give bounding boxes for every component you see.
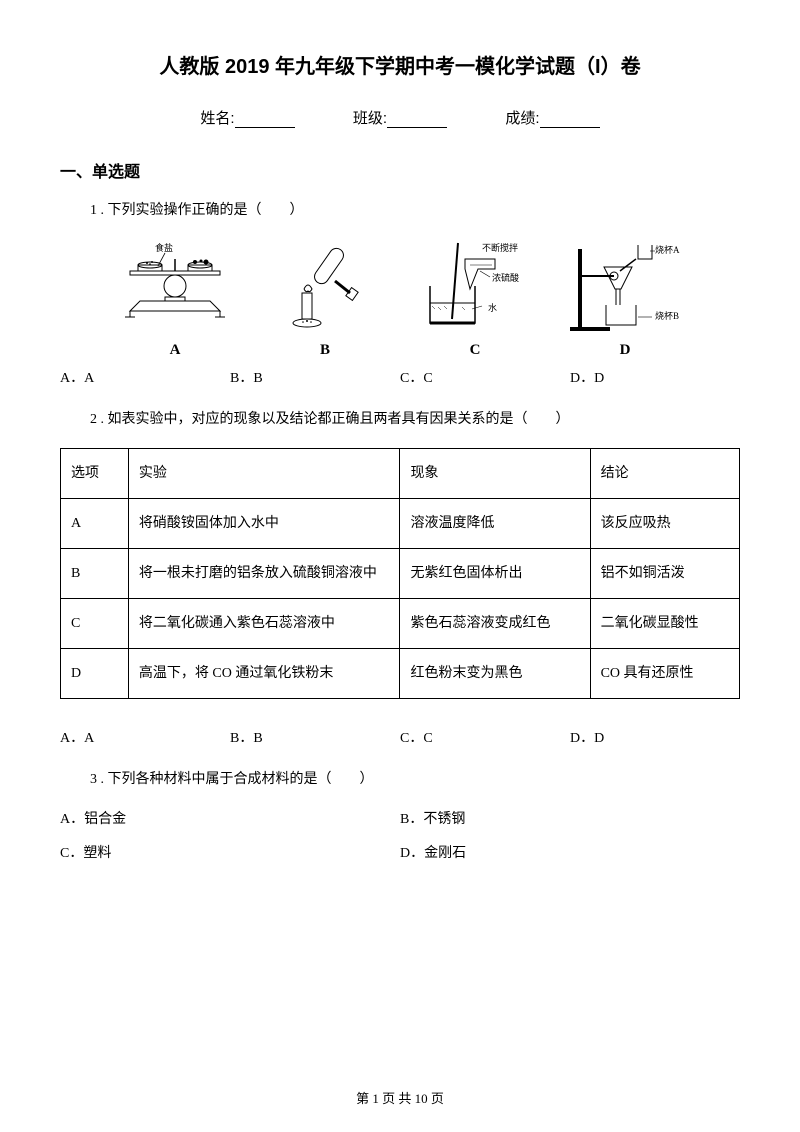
- table-header-c2: 实验: [128, 449, 400, 499]
- table-row: C 将二氧化碳通入紫色石蕊溶液中 紫色石蕊溶液变成红色 二氧化碳显酸性: [61, 599, 740, 649]
- cell: CO 具有还原性: [590, 649, 739, 699]
- q2-option-b: B．B: [230, 727, 400, 747]
- diagram-d-label: D: [620, 342, 631, 359]
- q1-option-b: B．B: [230, 367, 400, 387]
- student-info-line: 姓名: 班级: 成绩:: [60, 107, 740, 128]
- q1-option-c: C．C: [400, 367, 570, 387]
- score-label: 成绩:: [505, 110, 539, 127]
- class-blank: [387, 110, 447, 128]
- q3-option-d: D．金刚石: [400, 842, 740, 862]
- cell: 将一根未打磨的铝条放入硫酸铜溶液中: [128, 549, 400, 599]
- question-1-options: A．A B．B C．C D．D: [60, 367, 740, 387]
- svg-text:水: 水: [488, 302, 497, 313]
- diagram-a-balance: 食盐: [110, 241, 240, 336]
- cell: 将硝酸铵固体加入水中: [128, 499, 400, 549]
- cell: 将二氧化碳通入紫色石蕊溶液中: [128, 599, 400, 649]
- page-footer: 第 1 页 共 10 页: [0, 1088, 800, 1107]
- section-header-1: 一、单选题: [60, 158, 740, 182]
- cell: 红色粉末变为黑色: [400, 649, 590, 699]
- table-row: A 将硝酸铵固体加入水中 溶液温度降低 该反应吸热: [61, 499, 740, 549]
- svg-text:浓硫酸: 浓硫酸: [492, 272, 519, 283]
- class-label: 班级:: [353, 110, 387, 127]
- cell: 紫色石蕊溶液变成红色: [400, 599, 590, 649]
- q3-option-b: B．不锈钢: [400, 808, 740, 828]
- cell: 溶液温度降低: [400, 499, 590, 549]
- cell: 铝不如铜活泼: [590, 549, 739, 599]
- table-header-c3: 现象: [400, 449, 590, 499]
- q2-option-d: D．D: [570, 727, 740, 747]
- table-row: D 高温下，将 CO 通过氧化铁粉末 红色粉末变为黑色 CO 具有还原性: [61, 649, 740, 699]
- q3-option-c: C．塑料: [60, 842, 400, 862]
- table-row: B 将一根未打磨的铝条放入硫酸铜溶液中 无紫红色固体析出 铝不如铜活泼: [61, 549, 740, 599]
- svg-text:烧杯B: 烧杯B: [655, 310, 679, 321]
- name-blank: [235, 110, 295, 128]
- question-3-options: A．铝合金 B．不锈钢 C．塑料 D．金刚石: [60, 808, 740, 876]
- svg-text:烧杯A: 烧杯A: [655, 244, 680, 255]
- diagram-c-label: C: [470, 342, 481, 359]
- page-title: 人教版 2019 年九年级下学期中考一模化学试题（I）卷: [60, 50, 740, 79]
- diagram-b-label: B: [320, 342, 330, 359]
- q3-option-a: A．铝合金: [60, 808, 400, 828]
- question-2-text: 2 . 如表实验中，对应的现象以及结论都正确且两者具有因果关系的是（ ）: [90, 409, 740, 430]
- svg-text:不断搅拌: 不断搅拌: [482, 242, 518, 253]
- table-row: 选项 实验 现象 结论: [61, 449, 740, 499]
- q1-option-a: A．A: [60, 367, 230, 387]
- cell: 无紫红色固体析出: [400, 549, 590, 599]
- cell: 该反应吸热: [590, 499, 739, 549]
- svg-text:食盐: 食盐: [155, 242, 173, 253]
- question-1-text: 1 . 下列实验操作正确的是（ ）: [90, 200, 740, 221]
- question-3-text: 3 . 下列各种材料中属于合成材料的是（ ）: [90, 769, 740, 790]
- cell: D: [61, 649, 129, 699]
- table-header-c1: 选项: [61, 449, 129, 499]
- diagram-b-heating: [260, 241, 390, 336]
- table-header-c4: 结论: [590, 449, 739, 499]
- q2-option-a: A．A: [60, 727, 230, 747]
- q2-option-c: C．C: [400, 727, 570, 747]
- cell: 高温下，将 CO 通过氧化铁粉末: [128, 649, 400, 699]
- question-2-options: A．A B．B C．C D．D: [60, 727, 740, 747]
- question-1-diagrams: 食盐 A B: [100, 239, 700, 359]
- diagram-a-label: A: [170, 342, 181, 359]
- name-label: 姓名:: [200, 110, 234, 127]
- cell: C: [61, 599, 129, 649]
- diagram-c-dilution: 不断搅拌 浓硫酸 水: [410, 241, 540, 336]
- diagram-d-filtration: 烧杯A 烧杯B: [560, 241, 690, 336]
- q1-option-d: D．D: [570, 367, 740, 387]
- cell: A: [61, 499, 129, 549]
- cell: B: [61, 549, 129, 599]
- cell: 二氧化碳显酸性: [590, 599, 739, 649]
- question-2-table: 选项 实验 现象 结论 A 将硝酸铵固体加入水中 溶液温度降低 该反应吸热 B …: [60, 448, 740, 699]
- score-blank: [540, 110, 600, 128]
